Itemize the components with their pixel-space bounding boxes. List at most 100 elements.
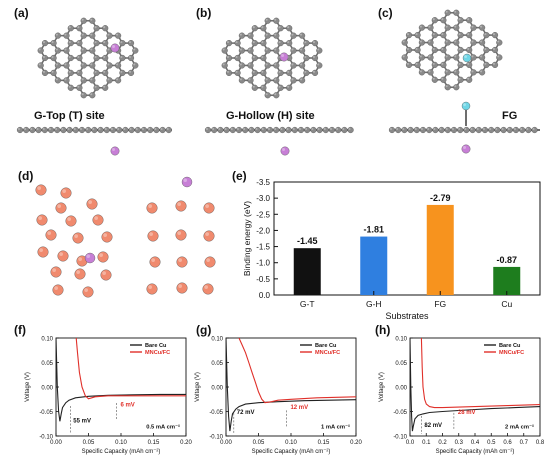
carbon-atom [91, 126, 98, 134]
copper-atom [50, 266, 62, 278]
carbon-atom [264, 77, 271, 84]
carbon-atom [427, 24, 434, 31]
carbon-atom [63, 77, 70, 84]
x-tick-label: 0.15 [318, 440, 330, 446]
carbon-atom [251, 54, 258, 62]
carbon-atom [67, 84, 74, 91]
carbon-atom [106, 77, 113, 84]
copper-lattice-d [35, 176, 216, 298]
carbon-atom [444, 54, 451, 61]
carbon-atom [273, 47, 280, 54]
carbon-atom [401, 54, 408, 61]
carbon-atom [285, 126, 292, 134]
carbon-atom [277, 40, 284, 47]
carbon-atom [260, 25, 267, 32]
carbon-atom [427, 39, 434, 46]
carbon-atom [440, 76, 447, 83]
copper-atom [100, 269, 112, 281]
carbon-atom [286, 25, 293, 32]
panel-letter-h: (h) [375, 323, 390, 337]
carbon-atom [414, 46, 421, 54]
x-tick-label: 0.10 [115, 440, 127, 446]
carbon-atom [238, 77, 246, 84]
graphene-top-view-a [37, 17, 139, 99]
carbon-atom [50, 69, 57, 76]
carbon-atom [80, 32, 87, 39]
carbon-atom [114, 32, 122, 39]
carbon-atom [260, 84, 267, 91]
carbon-atom [29, 126, 36, 134]
carbon-atom [93, 25, 100, 32]
copper-atom [65, 215, 77, 227]
carbon-atom [153, 126, 160, 134]
carbon-atom [63, 47, 70, 54]
x-tick-label: 0.0 [406, 440, 415, 446]
carbon-atom [519, 126, 526, 134]
y-tick-label: 0.10 [395, 337, 407, 343]
y-tick-label: 0.05 [41, 361, 53, 367]
y-tick-label: -0.05 [209, 410, 223, 416]
carbon-atom [427, 69, 434, 76]
lithium-atom [181, 176, 193, 188]
x-tick-label: 0.05 [253, 440, 265, 446]
carbon-atom [273, 17, 280, 24]
current-density-label: 1 mA cm⁻² [321, 424, 350, 431]
lithium-atom [461, 144, 471, 154]
carbon-atom [347, 126, 354, 134]
carbon-atom [299, 62, 306, 69]
copper-atom [176, 282, 188, 294]
carbon-atom [132, 62, 139, 69]
carbon-atom [414, 32, 421, 39]
carbon-atom [217, 126, 224, 134]
graphene-side-view-a [16, 126, 172, 156]
carbon-atom [247, 47, 254, 54]
carbon-atom [264, 17, 271, 24]
copper-atom [175, 200, 187, 212]
carbon-atom [251, 25, 258, 32]
carbon-atom [102, 40, 109, 47]
copper-atom [101, 231, 113, 243]
y-tick-label: -0.10 [39, 435, 53, 441]
carbon-atom [450, 126, 458, 134]
carbon-atom [89, 92, 96, 99]
bar-value-label: -1.81 [363, 225, 384, 235]
x-tick-label: 0.8 [536, 440, 545, 446]
carbon-atom [297, 126, 305, 134]
carbon-atom [106, 32, 113, 39]
carbon-atom [457, 126, 464, 134]
overpotential-label-mncu: 6 mV [120, 403, 134, 409]
overpotential-label-mncu: 12 mV [290, 405, 308, 411]
y-tick-label: -0.5 [256, 275, 270, 284]
carbon-atom [483, 46, 490, 54]
carbon-atom [225, 54, 233, 62]
carbon-atom [119, 40, 126, 47]
carbon-atom [316, 62, 323, 69]
copper-atom [176, 256, 188, 268]
carbon-atom [54, 32, 62, 39]
carbon-atom [469, 126, 476, 134]
x-tick-label: 0.15 [148, 440, 160, 446]
carbon-atom [290, 77, 297, 84]
carbon-atom [466, 61, 473, 68]
y-tick-label: -0.05 [393, 410, 407, 416]
carbon-atom [335, 126, 342, 134]
carbon-atom [419, 126, 427, 134]
carbon-atom [89, 77, 96, 84]
carbon-atom [525, 126, 532, 134]
panel-letter-e: (e) [232, 169, 247, 183]
carbon-atom [407, 126, 414, 134]
carbon-atom [93, 69, 100, 76]
carbon-atom [60, 126, 67, 134]
x-axis-label: Specific Capacity (mAh cm⁻²) [82, 449, 161, 455]
site-label-hollow: G-Hollow (H) site [226, 110, 315, 122]
carbon-atom [66, 126, 73, 134]
carbon-atom [432, 126, 439, 134]
carbon-atom [506, 126, 513, 134]
carbon-atom [426, 126, 433, 134]
carbon-atom [475, 126, 482, 134]
carbon-atom [444, 9, 451, 16]
carbon-atom [470, 39, 477, 46]
carbon-atom [234, 69, 241, 76]
carbon-atom [440, 17, 447, 24]
carbon-atom [159, 126, 166, 134]
